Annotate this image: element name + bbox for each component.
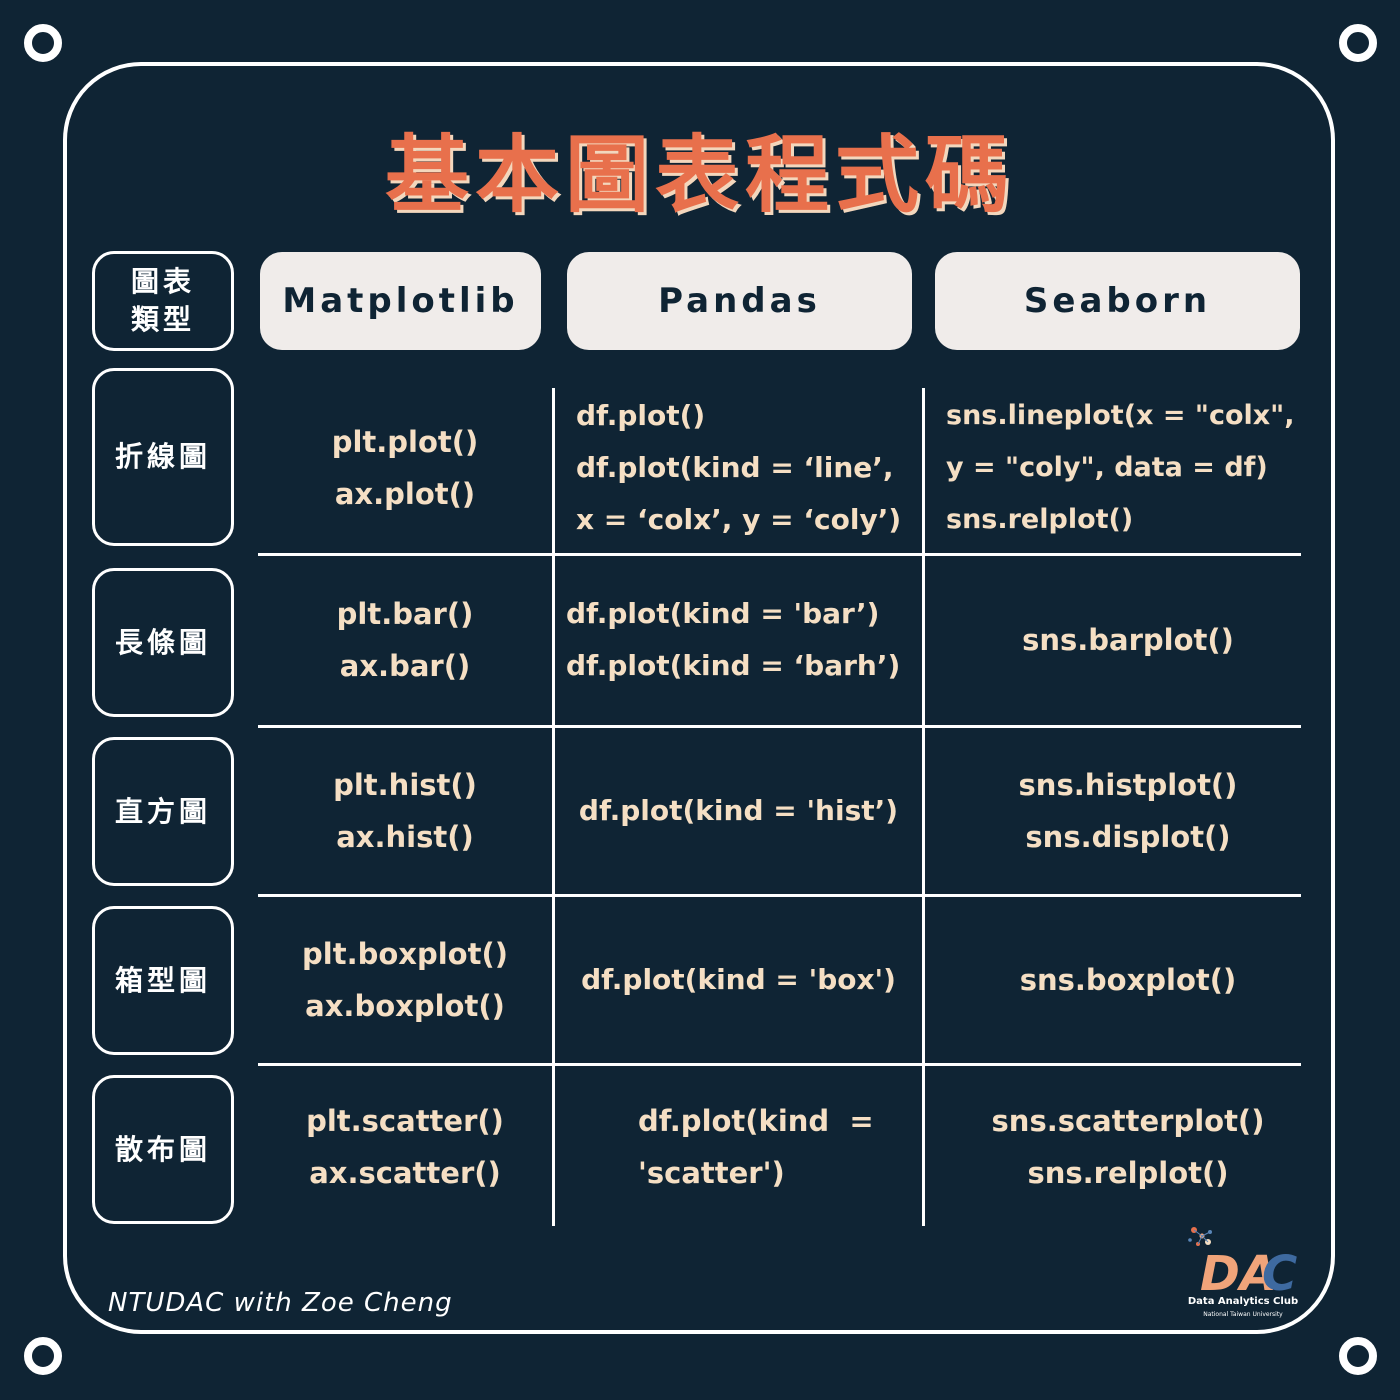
credit-text: NTUDAC with Zoe Cheng xyxy=(108,1288,453,1318)
header-pandas: Pandas xyxy=(567,252,912,350)
cell-box-pandas: df.plot(kind = 'box') xyxy=(555,897,922,1062)
code-line: plt.bar() xyxy=(336,597,474,631)
code-line: sns.relplot() xyxy=(1027,1156,1229,1190)
code-line: ax.plot() xyxy=(334,477,476,511)
row-label-line-text: 折線圖 xyxy=(114,440,211,473)
row-label-bar: 長條圖 xyxy=(92,568,234,717)
row-label-scatter: 散布圖 xyxy=(92,1075,234,1224)
row-divider-3 xyxy=(258,894,1301,897)
row-divider-4 xyxy=(258,1063,1301,1066)
code-line: y = "coly", data = df) xyxy=(946,452,1268,483)
code-line: sns.displot() xyxy=(1025,819,1231,854)
code-line: plt.boxplot() xyxy=(302,936,508,971)
code-line: df.plot(kind = ‘barh’) xyxy=(566,649,901,682)
cell-box-matplotlib: plt.boxplot() ax.boxplot() xyxy=(258,897,552,1062)
dac-logo-mark: DA C xyxy=(1188,1227,1297,1302)
header-matplotlib: Matplotlib xyxy=(260,252,541,350)
row-divider-1 xyxy=(258,553,1301,556)
row-label-bar-text: 長條圖 xyxy=(114,625,211,659)
row-label-box-text: 箱型圖 xyxy=(114,963,211,997)
cell-bar-pandas: df.plot(kind = 'bar’) df.plot(kind = ‘ba… xyxy=(566,556,920,724)
cell-line-matplotlib: plt.plot() ax.plot() xyxy=(258,384,552,552)
code-line: ax.bar() xyxy=(339,649,471,683)
header-matplotlib-label: Matplotlib xyxy=(282,281,519,321)
code-line: sns.scatterplot() xyxy=(991,1104,1265,1138)
corner-dot-top-left xyxy=(24,24,62,62)
corner-dot-bottom-left xyxy=(24,1337,62,1375)
cell-bar-matplotlib: plt.bar() ax.bar() xyxy=(258,556,552,724)
code-line: df.plot(kind = xyxy=(638,1104,874,1138)
cell-line-seaborn: sns.lineplot(x = "colx", y = "coly", dat… xyxy=(946,384,1326,552)
cell-scatter-seaborn: sns.scatterplot() sns.relplot() xyxy=(925,1066,1331,1228)
code-line: df.plot(kind = ‘line’, xyxy=(576,451,894,484)
code-line: ax.boxplot() xyxy=(305,988,505,1023)
code-line: df.plot(kind = 'hist’) xyxy=(578,793,899,827)
row-label-hist-text: 直方圖 xyxy=(114,794,211,828)
row-label-line: 折線圖 xyxy=(92,368,234,546)
corner-dot-top-right xyxy=(1339,24,1377,62)
column-divider-1 xyxy=(552,388,555,1226)
cell-hist-pandas: df.plot(kind = 'hist’) xyxy=(555,728,922,893)
code-line: plt.plot() xyxy=(331,425,479,459)
header-pandas-label: Pandas xyxy=(658,281,821,321)
code-line: sns.lineplot(x = "colx", xyxy=(946,400,1295,431)
code-line: plt.scatter() xyxy=(306,1104,504,1138)
cell-scatter-matplotlib: plt.scatter() ax.scatter() xyxy=(258,1066,552,1228)
logo-name: Data Analytics Club xyxy=(1187,1296,1299,1307)
row-label-box: 箱型圖 xyxy=(92,906,234,1055)
code-line: x = ‘colx’, y = ‘coly’) xyxy=(576,503,902,536)
code-line: df.plot(kind = 'bar’) xyxy=(566,597,880,630)
code-line: ax.scatter() xyxy=(309,1156,501,1190)
corner-dot-bottom-right xyxy=(1339,1337,1377,1375)
code-line: sns.barplot() xyxy=(1022,623,1234,657)
code-line: sns.histplot() xyxy=(1018,767,1238,802)
header-seaborn-label: Seaborn xyxy=(1023,281,1212,321)
cell-hist-seaborn: sns.histplot() sns.displot() xyxy=(925,728,1331,893)
dac-logo: DA C Data Analytics Club National Taiwan… xyxy=(1180,1220,1306,1320)
type-label-text: 圖表類型 xyxy=(130,265,195,336)
code-line: ax.hist() xyxy=(336,819,474,854)
cell-hist-matplotlib: plt.hist() ax.hist() xyxy=(258,728,552,893)
row-label-hist: 直方圖 xyxy=(92,737,234,886)
code-line: df.plot(kind = 'box') xyxy=(581,962,896,996)
svg-text:C: C xyxy=(1262,1246,1297,1300)
svg-text:DA: DA xyxy=(1200,1246,1277,1300)
cell-line-pandas: df.plot() df.plot(kind = ‘line’, x = ‘co… xyxy=(576,384,920,552)
header-seaborn: Seaborn xyxy=(935,252,1300,350)
cell-scatter-pandas: df.plot(kind = 'scatter') xyxy=(638,1066,922,1228)
code-line: sns.boxplot() xyxy=(1019,962,1237,997)
code-line: plt.hist() xyxy=(333,767,477,802)
page-title: 基本圖表程式碼 xyxy=(384,126,1015,224)
code-line: 'scatter') xyxy=(638,1156,785,1190)
logo-subtitle: National Taiwan University xyxy=(1203,1311,1283,1318)
row-divider-2 xyxy=(258,725,1301,728)
card-frame xyxy=(63,62,1335,1334)
code-line: df.plot() xyxy=(576,399,706,432)
code-line: sns.relplot() xyxy=(946,504,1134,535)
column-divider-2 xyxy=(922,388,925,1226)
cell-box-seaborn: sns.boxplot() xyxy=(925,897,1331,1062)
cell-bar-seaborn: sns.barplot() xyxy=(925,556,1331,724)
type-label-header: 圖表類型 xyxy=(92,251,234,351)
row-label-scatter-text: 散布圖 xyxy=(114,1132,211,1166)
